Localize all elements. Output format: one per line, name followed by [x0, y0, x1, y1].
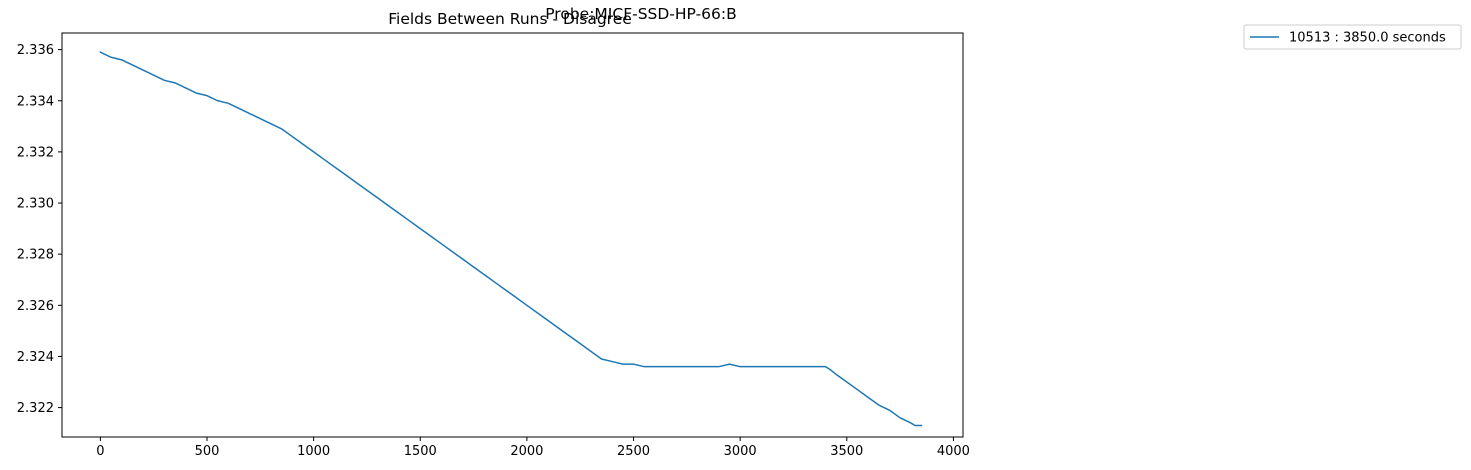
y-tick-label: 2.332	[17, 145, 54, 160]
plot-frame	[61, 32, 964, 438]
y-tick-label: 2.326	[17, 299, 54, 314]
y-tick-label: 2.322	[17, 401, 54, 416]
y-tick-label: 2.328	[17, 248, 54, 263]
legend: 10513 : 3850.0 seconds	[1243, 24, 1462, 50]
x-tick-label: 2500	[617, 444, 650, 459]
chart-suptitle: Probe:MICF-SSD-HP-66:B	[545, 5, 737, 23]
series-line	[99, 51, 923, 427]
x-tick-label: 500	[195, 444, 220, 459]
x-tick-label: 3000	[724, 444, 757, 459]
x-tick-label: 2000	[510, 444, 543, 459]
y-tick-label: 2.334	[17, 94, 54, 109]
x-tick-label: 0	[96, 444, 104, 459]
x-tick-label: 1000	[297, 444, 330, 459]
x-tick-label: 4000	[937, 444, 970, 459]
y-tick-label: 2.336	[17, 43, 54, 58]
chart-title: Fields Between Runs - Disagree	[388, 10, 632, 28]
y-tick-label: 2.324	[17, 350, 54, 365]
legend-series-label: 10513 : 3850.0 seconds	[1289, 31, 1446, 46]
axis-ticks: 0 500 1000 1500 2000 2500 3000 3500 4000 2.322 2.3…	[17, 43, 970, 459]
y-tick-label: 2.330	[17, 197, 54, 212]
plot-background	[62, 33, 963, 437]
x-tick-label: 1500	[404, 444, 437, 459]
x-tick-label: 3500	[830, 444, 863, 459]
legend-box	[1243, 24, 1462, 50]
series-layer	[99, 51, 923, 427]
